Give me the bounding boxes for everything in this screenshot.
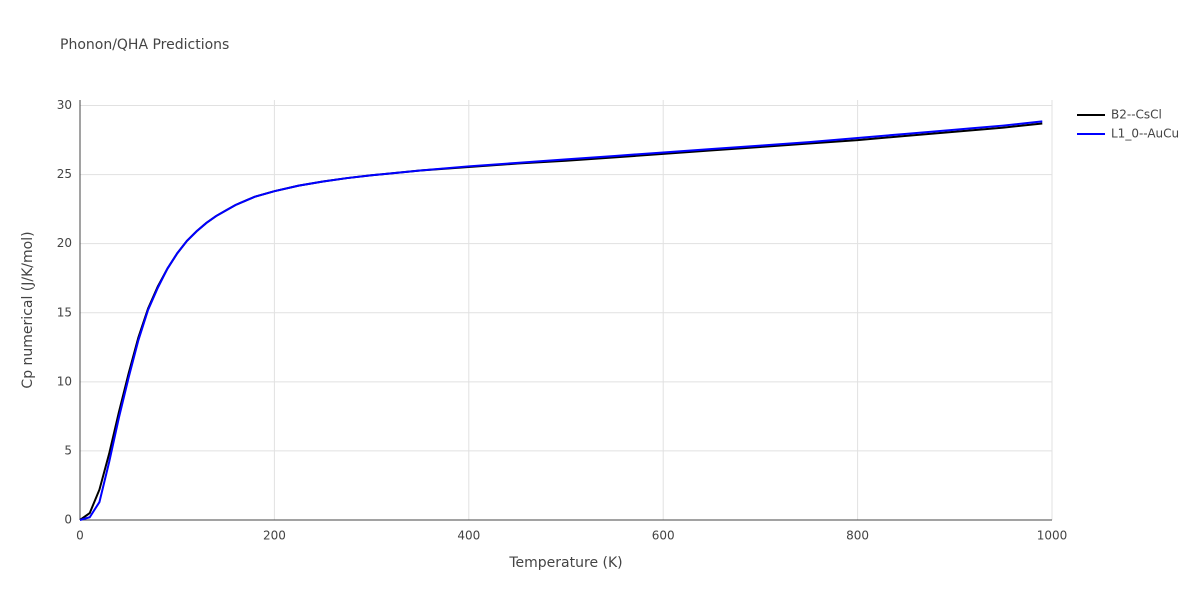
y-tick-label: 20 xyxy=(57,236,72,250)
x-axis-label: Temperature (K) xyxy=(508,555,622,571)
data-line xyxy=(79,120,1043,521)
y-tick-label: 10 xyxy=(57,374,72,388)
x-tick-label: 200 xyxy=(263,529,286,543)
x-tick-label: 0 xyxy=(76,529,84,543)
chart-title: Phonon/QHA Predictions xyxy=(60,37,229,53)
y-tick-label: 0 xyxy=(64,513,72,527)
x-tick-label: 800 xyxy=(846,529,869,543)
y-axis-label: Cp numerical (J/K/mol) xyxy=(20,231,36,388)
y-tick-label: 30 xyxy=(57,98,72,112)
x-tick-label: 600 xyxy=(652,529,675,543)
x-tick-label: 1000 xyxy=(1037,529,1068,543)
x-tick-label: 400 xyxy=(457,529,480,543)
y-tick-label: 5 xyxy=(64,443,72,457)
data-line xyxy=(79,122,1043,521)
y-tick-label: 25 xyxy=(57,167,72,181)
y-tick-label: 15 xyxy=(57,305,72,319)
legend-label: L1_0--AuCu xyxy=(1111,127,1179,141)
legend-label: B2--CsCl xyxy=(1111,108,1162,122)
